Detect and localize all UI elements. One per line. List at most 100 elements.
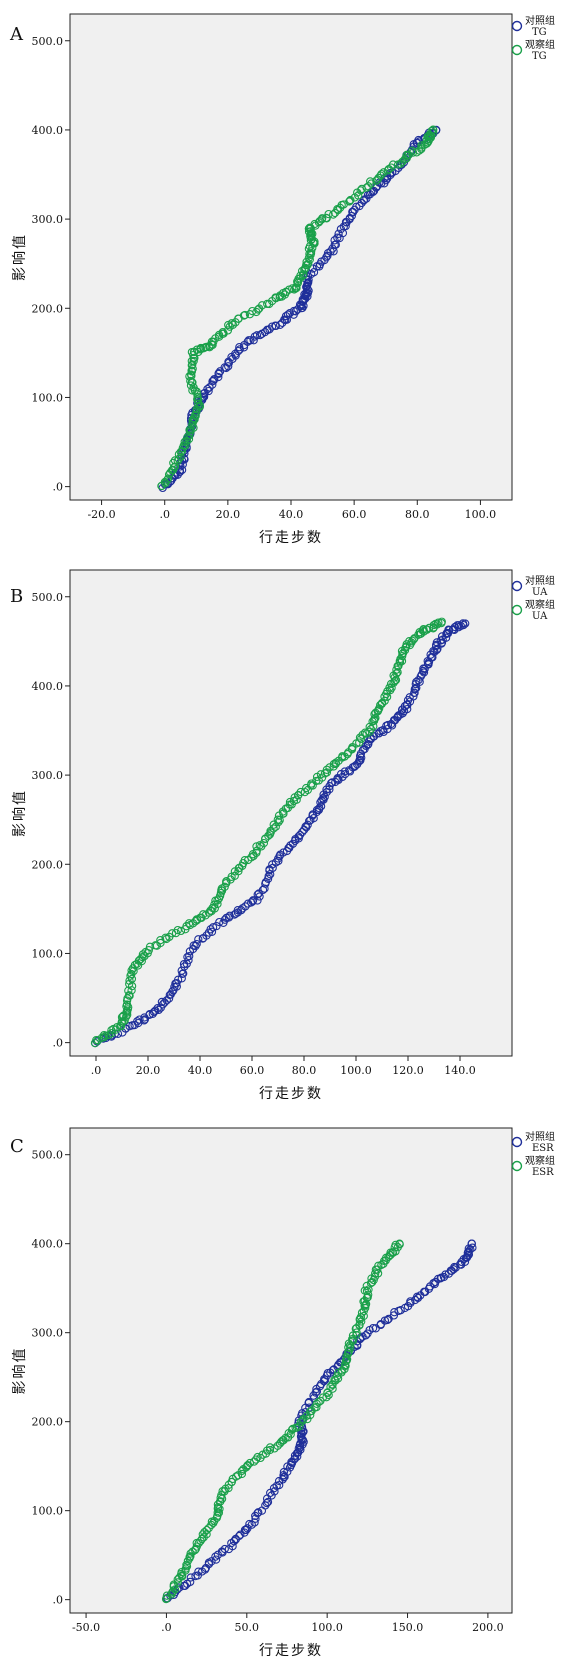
data-point	[211, 1552, 220, 1561]
data-point	[292, 282, 301, 291]
data-point	[166, 468, 175, 477]
x-axis-label: 行走步数	[259, 1643, 323, 1659]
data-point	[279, 1436, 288, 1445]
x-tick-label: -50.0	[72, 1621, 100, 1634]
x-tick-label: 140.0	[444, 1064, 476, 1077]
legend-marker	[511, 44, 523, 56]
data-point	[237, 1469, 247, 1479]
chart-panel-b: B .0 100.0 200.0 300.0 400.0 500.0 .0 20.0 40.0 60…	[10, 569, 555, 1102]
data-point	[208, 380, 217, 389]
legend-sublabel: TG	[532, 27, 547, 38]
data-point	[228, 320, 238, 329]
data-point	[193, 399, 203, 408]
legend-marker	[511, 580, 523, 592]
data-point	[429, 1278, 438, 1288]
data-point	[323, 249, 333, 258]
data-point	[350, 762, 359, 771]
data-point	[381, 176, 391, 185]
data-point	[247, 1520, 256, 1529]
data-point	[202, 1525, 211, 1535]
data-point	[408, 636, 417, 645]
data-point	[213, 896, 222, 905]
data-point	[387, 683, 396, 692]
data-point	[348, 207, 357, 216]
data-point	[245, 1458, 255, 1468]
data-point	[306, 1410, 315, 1420]
data-point	[286, 841, 295, 850]
data-point	[229, 1537, 239, 1546]
data-point	[355, 733, 365, 742]
data-point	[135, 1015, 144, 1024]
data-point	[316, 770, 326, 779]
data-point	[274, 856, 283, 866]
data-point	[384, 164, 393, 174]
data-point	[372, 176, 381, 185]
data-point	[217, 1547, 227, 1556]
data-point	[186, 1552, 195, 1561]
x-tick-label: 40.0	[188, 1064, 213, 1077]
data-point	[269, 824, 278, 833]
data-point	[461, 619, 470, 628]
y-tick-label: 200.0	[32, 302, 64, 315]
data-point	[362, 1286, 372, 1296]
y-tick-label: 300.0	[32, 213, 64, 226]
data-point	[122, 1000, 132, 1009]
y-tick-label: 100.0	[32, 947, 64, 960]
data-point	[220, 882, 229, 891]
data-point	[189, 356, 198, 366]
data-point	[311, 1388, 320, 1397]
data-point	[234, 346, 243, 356]
data-point	[275, 816, 284, 825]
data-point	[161, 1594, 171, 1604]
data-point	[368, 1323, 378, 1333]
y-axis-label: 影响值	[12, 233, 28, 281]
data-point	[156, 938, 165, 948]
data-point	[329, 210, 338, 219]
data-point	[307, 779, 316, 788]
data-point	[298, 1427, 308, 1437]
data-point	[227, 319, 236, 328]
data-point	[325, 785, 334, 794]
legend-sublabel: ESR	[532, 1167, 554, 1178]
data-point	[224, 1480, 233, 1489]
data-point	[450, 622, 460, 632]
data-point	[383, 1315, 392, 1325]
data-point	[409, 635, 418, 644]
data-point	[275, 320, 285, 329]
data-point	[315, 216, 324, 226]
data-point	[437, 617, 446, 626]
data-point	[168, 987, 177, 996]
data-point	[307, 247, 316, 256]
data-point	[434, 618, 443, 627]
x-tick-label: 100.0	[311, 1621, 343, 1634]
data-point	[164, 474, 173, 483]
legend-label: 观察组	[525, 38, 555, 51]
data-point	[391, 1240, 400, 1250]
data-point	[312, 1403, 321, 1412]
data-point	[338, 228, 348, 238]
data-point	[303, 820, 312, 829]
data-point	[318, 214, 327, 223]
data-point	[389, 1311, 399, 1320]
plot-area	[69, 13, 513, 501]
x-tick-label: .0	[161, 1621, 172, 1634]
data-point	[193, 392, 202, 402]
data-point	[169, 1580, 178, 1589]
data-point	[204, 386, 213, 396]
data-point	[202, 1530, 211, 1539]
data-point	[153, 1004, 162, 1013]
data-point	[373, 1265, 382, 1274]
data-point	[236, 1530, 245, 1539]
data-point	[304, 1397, 314, 1407]
data-point	[401, 643, 410, 652]
legend-label: 观察组	[525, 1154, 555, 1167]
data-point	[322, 768, 332, 777]
panel-letter: B	[10, 586, 23, 607]
x-tick-label: 40.0	[279, 508, 304, 521]
data-point	[241, 902, 250, 911]
data-point	[215, 917, 224, 927]
x-tick-label: 80.0	[292, 1064, 317, 1077]
data-point	[208, 923, 218, 932]
series-observation	[161, 1239, 404, 1604]
data-point	[322, 1393, 331, 1402]
